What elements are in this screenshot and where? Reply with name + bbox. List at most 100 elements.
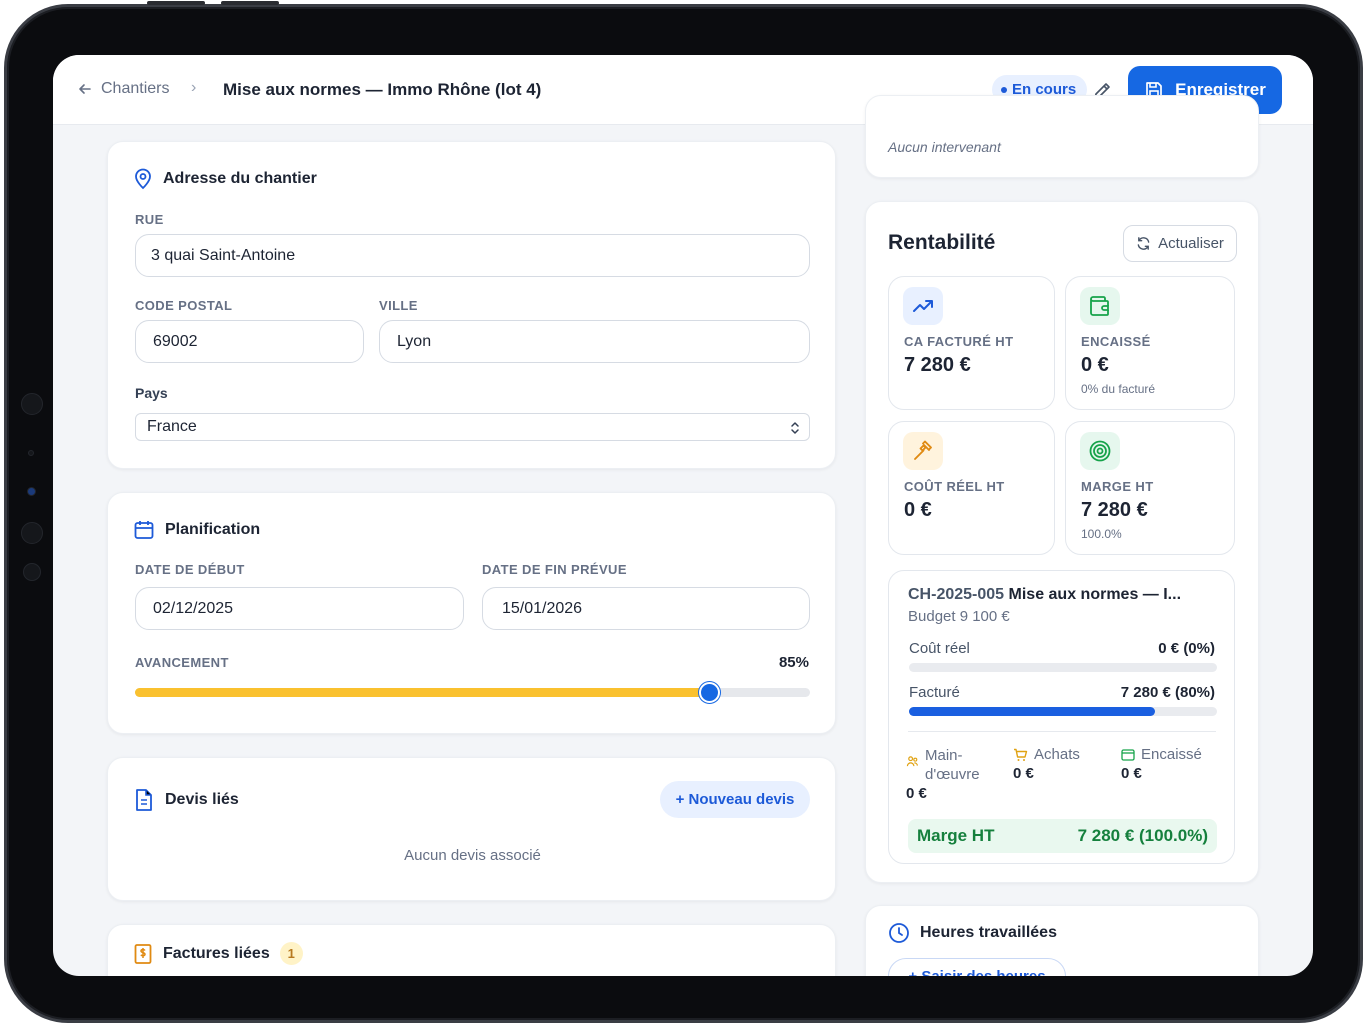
street-label: RUE xyxy=(135,212,164,227)
postal-code-label: CODE POSTAL xyxy=(135,298,233,313)
arrow-left-icon xyxy=(79,84,91,94)
street-input[interactable]: 3 quai Saint-Antoine xyxy=(135,234,810,277)
address-title-label: Adresse du chantier xyxy=(163,170,317,187)
top-button xyxy=(221,1,279,5)
hours-card-title: Heures travaillées xyxy=(888,922,1057,944)
address-card-title: Adresse du chantier xyxy=(133,168,317,190)
status-dot-icon xyxy=(1001,86,1007,93)
page-title: Mise aux normes — Immo Rhône (lot 4) xyxy=(223,80,542,99)
city-label: VILLE xyxy=(379,298,418,313)
collected-breakdown: Encaissé 0 € xyxy=(1121,746,1202,782)
sensor-dot xyxy=(28,450,34,456)
cost-row: Coût réel 0 € (0%) xyxy=(909,640,1215,657)
progress-slider-fill xyxy=(135,688,709,697)
back-label: Chantiers xyxy=(101,80,170,97)
back-link[interactable]: Chantiers xyxy=(77,80,169,98)
stat-value: 7 280 € xyxy=(1081,499,1148,521)
cart-icon xyxy=(1014,748,1028,761)
wallet-icon xyxy=(1090,296,1109,316)
map-pin-icon xyxy=(135,168,151,190)
invoiced-value: 7 280 € (80%) xyxy=(1120,684,1215,701)
workers-icon xyxy=(906,756,918,767)
country-label: Pays xyxy=(135,385,168,401)
quotes-card: Devis liés + Nouveau devis Aucun devis a… xyxy=(107,757,836,901)
purchases-breakdown: Achats 0 € xyxy=(1013,746,1080,782)
collected-value: 0 € xyxy=(1121,765,1142,782)
target-icon xyxy=(1089,440,1111,462)
stat-label: ENCAISSÉ xyxy=(1081,334,1151,349)
quotes-title-label: Devis liés xyxy=(165,791,239,808)
collected-label: Encaissé xyxy=(1141,746,1202,763)
stat-value: 0 € xyxy=(904,499,932,521)
stat-card-collected: ENCAISSÉ 0 € 0% du facturé xyxy=(1065,276,1235,410)
invoices-count-badge: 1 xyxy=(279,942,303,965)
status-label: En cours xyxy=(1012,81,1077,98)
planning-card: Planification DATE DE DÉBUT 02/12/2025 D… xyxy=(107,492,836,734)
stat-icon-box xyxy=(1080,287,1120,325)
city-input[interactable]: Lyon xyxy=(379,320,810,363)
invoices-card: Factures liées 1 xyxy=(107,924,836,976)
cost-bar xyxy=(909,663,1217,672)
planning-title-label: Planification xyxy=(165,521,261,538)
stat-label: COÛT RÉEL HT xyxy=(904,479,1005,494)
progress-slider[interactable] xyxy=(135,682,810,703)
start-date-label: DATE DE DÉBUT xyxy=(135,562,245,577)
progress-slider-thumb[interactable] xyxy=(698,682,720,703)
stat-icon-box xyxy=(1080,432,1120,470)
contributors-empty-text: Aucun intervenant xyxy=(888,139,1001,155)
profitability-card: Rentabilité Actualiser CA FACTURÉ HT 7 2… xyxy=(865,201,1259,883)
document-icon xyxy=(136,789,152,811)
labor-label: Main-d'œuvre xyxy=(925,747,980,783)
progress-label: AVANCEMENT xyxy=(135,655,229,670)
project-heading: CH-2025-005 Mise aux normes — I... xyxy=(908,586,1181,604)
purchases-label: Achats xyxy=(1034,746,1080,763)
labor-value: 0 € xyxy=(906,785,927,802)
divider xyxy=(908,731,1216,732)
postal-code-input[interactable]: 69002 xyxy=(135,320,364,363)
planning-card-title: Planification xyxy=(133,519,260,541)
invoice-icon xyxy=(134,943,152,964)
project-name: Mise aux normes — I... xyxy=(1008,586,1182,603)
end-date-label: DATE DE FIN PRÉVUE xyxy=(482,562,627,577)
refresh-button[interactable]: Actualiser xyxy=(1123,225,1237,262)
end-date-input[interactable]: 15/01/2026 xyxy=(482,587,810,630)
project-summary: CH-2025-005 Mise aux normes — I... Budge… xyxy=(888,570,1235,864)
stat-card-invoiced: CA FACTURÉ HT 7 280 € xyxy=(888,276,1055,410)
sensor-dot xyxy=(23,563,41,581)
cost-value: 0 € (0%) xyxy=(1158,640,1215,657)
add-hours-button[interactable]: + Saisir des heures xyxy=(888,958,1066,976)
stat-label: CA FACTURÉ HT xyxy=(904,334,1014,349)
new-quote-button[interactable]: + Nouveau devis xyxy=(660,781,810,818)
hammer-icon xyxy=(914,440,932,460)
contributors-card: Aucun intervenant xyxy=(865,95,1259,178)
calendar-icon xyxy=(134,521,154,539)
project-code: CH-2025-005 xyxy=(908,586,1005,603)
profitability-title: Rentabilité xyxy=(888,231,996,254)
stat-icon-box xyxy=(903,287,943,325)
wallet-small-icon xyxy=(1121,749,1135,761)
margin-value: 7 280 € (100.0%) xyxy=(1077,826,1208,845)
margin-summary: Marge HT 7 280 € (100.0%) xyxy=(908,819,1217,853)
stat-icon-box xyxy=(903,432,943,470)
sensor-dot xyxy=(21,393,43,415)
app-screen: Chantiers › Mise aux normes — Immo Rhône… xyxy=(53,55,1313,976)
invoices-card-title: Factures liées 1 xyxy=(133,942,303,965)
margin-label: Marge HT xyxy=(917,826,995,845)
invoiced-bar xyxy=(909,707,1217,716)
address-card: Adresse du chantier RUE 3 quai Saint-Ant… xyxy=(107,141,836,469)
country-value: France xyxy=(147,418,197,435)
stat-card-cost: COÛT RÉEL HT 0 € xyxy=(888,421,1055,555)
chevron-updown-icon xyxy=(791,422,799,434)
refresh-icon xyxy=(1137,237,1150,250)
start-date-input[interactable]: 02/12/2025 xyxy=(135,587,464,630)
save-icon xyxy=(1146,82,1162,98)
country-select[interactable]: France xyxy=(135,413,810,441)
invoiced-bar-fill xyxy=(909,707,1156,716)
cost-label: Coût réel xyxy=(909,640,970,657)
purchases-value: 0 € xyxy=(1013,765,1034,782)
stat-sub: 0% du facturé xyxy=(1081,382,1156,396)
camera-icon xyxy=(27,487,36,496)
breadcrumb-separator: › xyxy=(191,79,197,96)
top-button xyxy=(147,1,205,5)
progress-value: 85% xyxy=(778,654,809,671)
